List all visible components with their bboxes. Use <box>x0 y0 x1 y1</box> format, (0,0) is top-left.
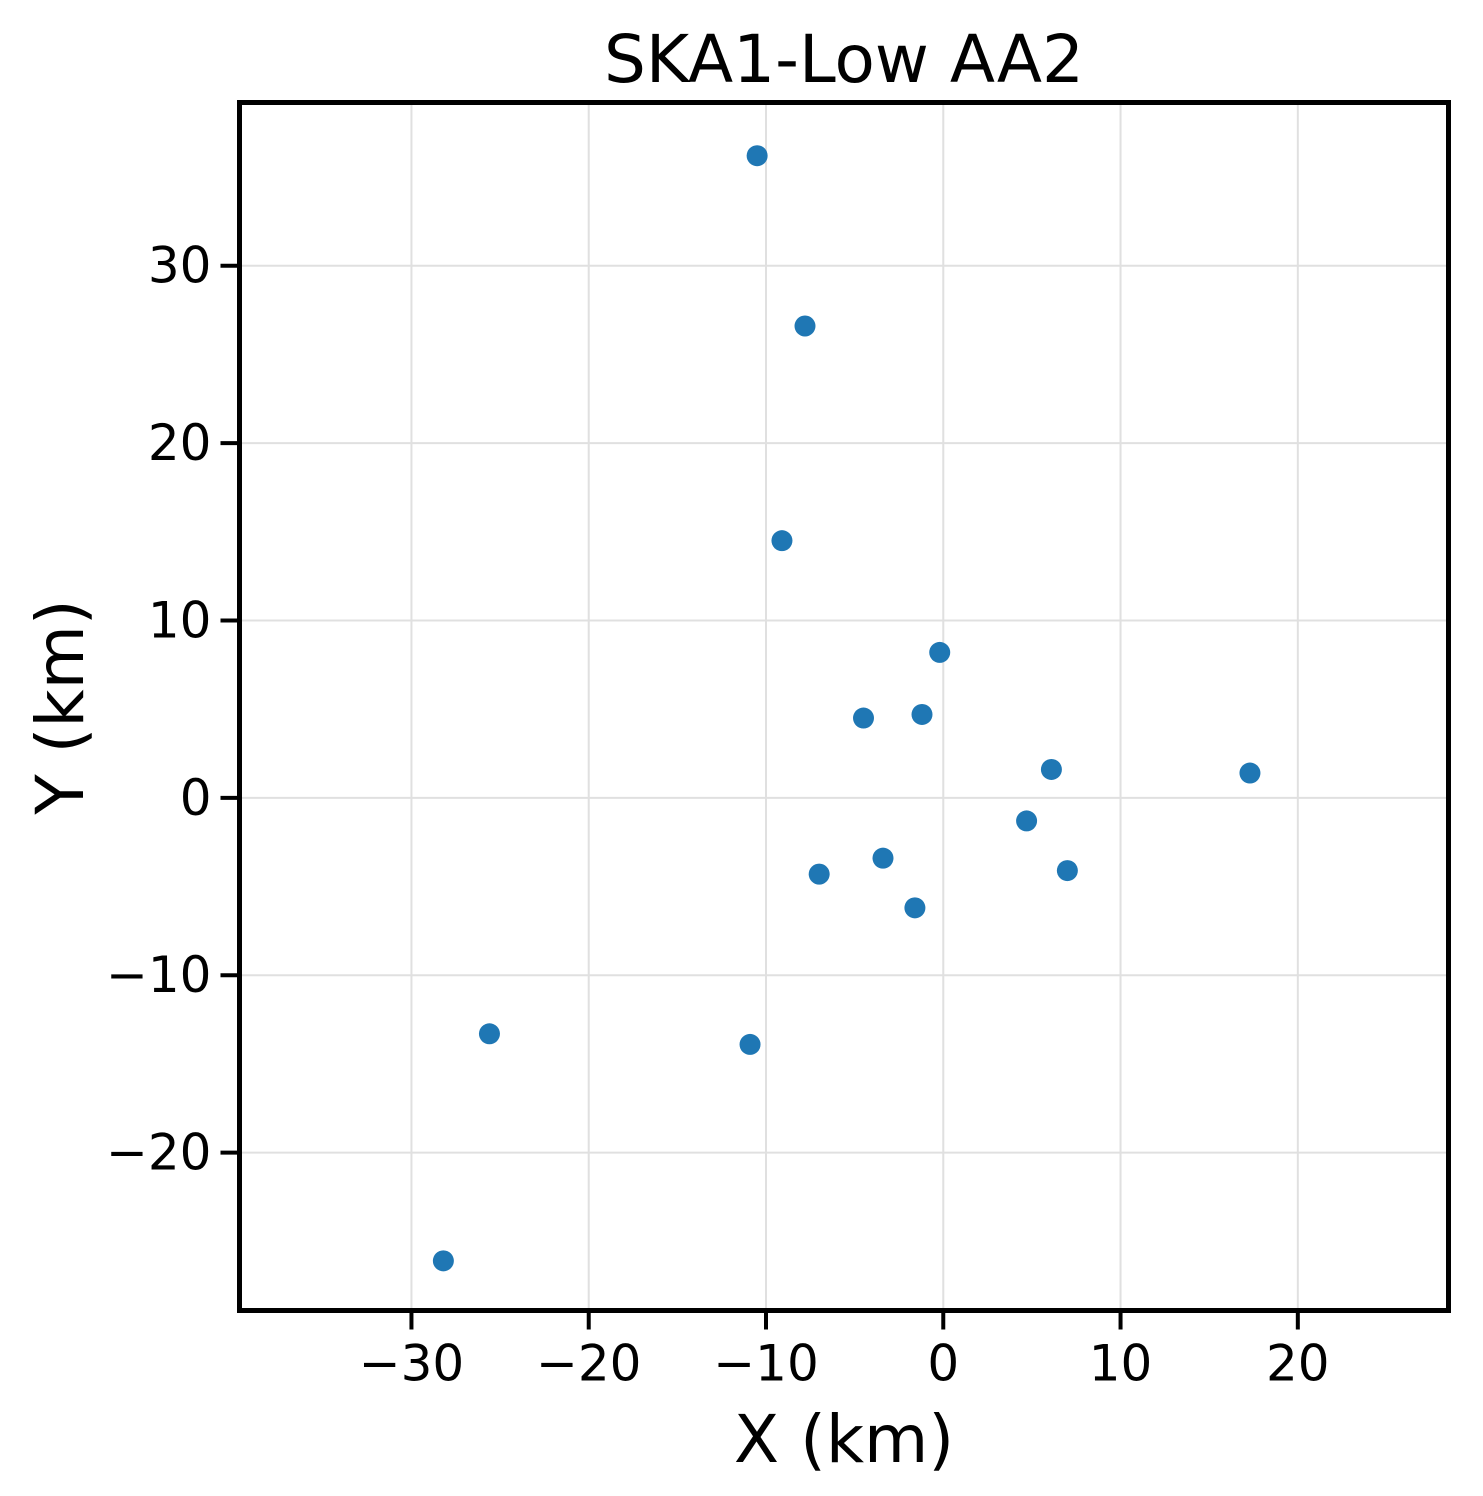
scatter-point <box>929 641 951 663</box>
scatter-point <box>432 1250 454 1272</box>
scatter-points <box>432 145 1261 1272</box>
scatter-point <box>1040 758 1062 780</box>
tick-marks <box>220 263 1300 1330</box>
scatter-point <box>739 1033 761 1055</box>
x-axis-label: X (km) <box>734 1401 954 1478</box>
scatter-point <box>1056 860 1078 882</box>
y-tick-label: 20 <box>148 414 212 472</box>
x-tick-label: −30 <box>359 1335 465 1393</box>
scatter-point <box>1016 810 1038 832</box>
y-tick-label: 30 <box>148 237 212 295</box>
axes-box <box>237 100 1451 1313</box>
scatter-point <box>853 707 874 729</box>
y-tick-label: −20 <box>106 1124 212 1182</box>
x-tick-label: −10 <box>713 1335 819 1393</box>
scatter-point <box>771 530 793 552</box>
scatter-point <box>478 1023 500 1045</box>
scatter-point <box>794 315 816 337</box>
x-tick-label: 0 <box>927 1335 959 1393</box>
scatter-point <box>904 897 926 919</box>
y-tick-label: 10 <box>148 591 212 649</box>
scatter-point <box>911 703 933 725</box>
scatter-point <box>872 847 894 869</box>
scatter-point <box>746 145 768 167</box>
x-tick-label: −20 <box>536 1335 642 1393</box>
tick-labels: −30 −20 −10 0 10 20 −20 −10 0 10 20 30 <box>106 237 1330 1393</box>
x-tick-label: 10 <box>1089 1335 1153 1393</box>
gridlines <box>239 102 1449 1311</box>
y-tick-label: 0 <box>180 769 212 827</box>
chart-title: SKA1-Low AA2 <box>604 21 1084 98</box>
x-tick-label: 20 <box>1266 1335 1330 1393</box>
scatter-point <box>808 863 830 885</box>
scatter-point <box>1239 762 1261 784</box>
y-axis-label: Y (km) <box>22 599 99 815</box>
y-tick-label: −10 <box>106 946 212 1004</box>
